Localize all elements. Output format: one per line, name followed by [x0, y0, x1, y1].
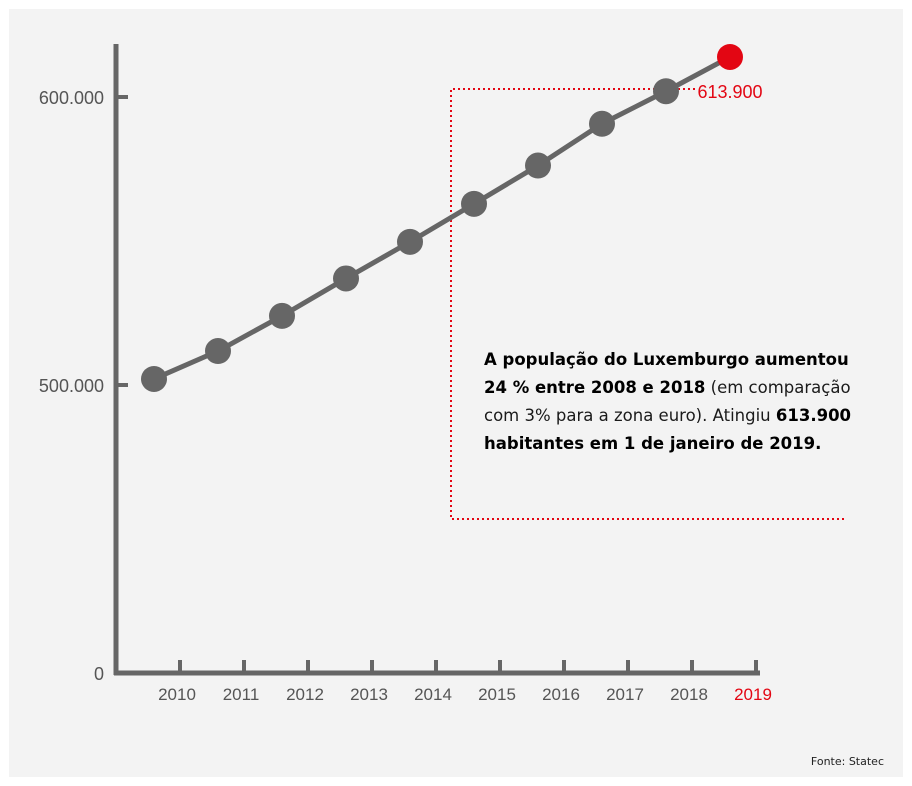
x-tick-label: 2011 — [223, 685, 260, 704]
y-tick-label: 0 — [94, 664, 104, 684]
x-tick-label: 2017 — [606, 685, 644, 704]
annotation-bold-1: A população do Luxemburgo aumentou 24 % … — [484, 350, 849, 397]
population-series: 613.900 — [141, 43, 763, 392]
data-point — [525, 152, 551, 179]
data-point — [461, 190, 487, 217]
x-tick-label: 2012 — [286, 685, 324, 704]
x-tick-label: 2014 — [414, 685, 452, 704]
annotation-body: (em comparação com 3% para a zona euro).… — [484, 378, 851, 425]
annotation-bold-2: 613.900 habitantes em 1 de janeiro de 20… — [484, 406, 852, 453]
highlight-point — [717, 43, 743, 70]
data-point — [589, 110, 615, 137]
data-point — [141, 365, 167, 392]
x-tick-label: 2015 — [478, 685, 516, 704]
chart-panel — [9, 9, 903, 777]
x-tick-label: 2010 — [158, 685, 196, 704]
data-point — [397, 228, 423, 255]
data-point — [269, 302, 295, 329]
data-point — [333, 265, 359, 292]
axis-labels: 0 500.000 600.000 2010 2011 2012 2013 2014 2015 2… — [39, 88, 772, 704]
axes — [113, 44, 760, 676]
data-point — [205, 338, 231, 365]
y-tick-label: 500.000 — [39, 376, 104, 396]
x-tick-label: 2016 — [542, 685, 580, 704]
x-tick-label: 2019 — [734, 685, 772, 704]
x-tick-label: 2018 — [670, 685, 708, 704]
data-point — [653, 78, 679, 105]
dotted-frame-line — [450, 88, 844, 520]
source-note: Fonte: Statec — [810, 755, 884, 768]
x-tick-label: 2013 — [350, 685, 388, 704]
y-tick-label: 600.000 — [39, 88, 104, 108]
series-line — [151, 54, 733, 382]
annotation-text: A população do Luxemburgo aumentou 24 % … — [484, 346, 854, 458]
dotted-highlight-frame — [450, 88, 844, 520]
highlight-value-label: 613.900 — [697, 82, 762, 102]
